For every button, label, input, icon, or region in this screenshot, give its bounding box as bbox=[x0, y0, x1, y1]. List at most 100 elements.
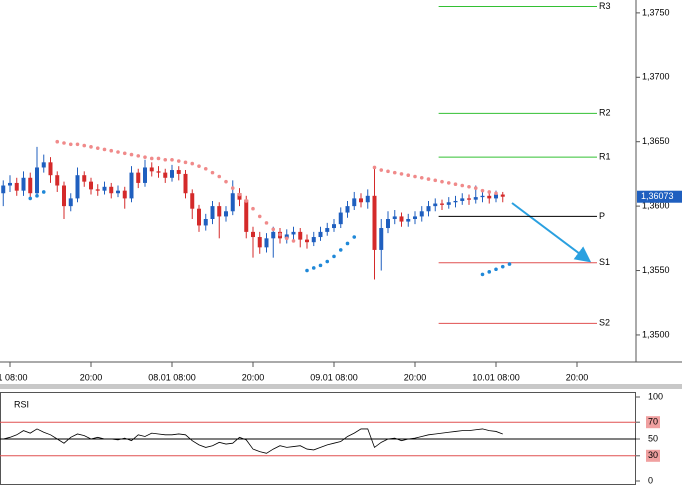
candle-body bbox=[1, 185, 6, 194]
sar-dot bbox=[433, 178, 438, 183]
sar-dot bbox=[480, 272, 485, 277]
sar-dot bbox=[399, 172, 404, 176]
sar-dot bbox=[82, 143, 87, 148]
candle-body bbox=[14, 182, 19, 191]
candle-body bbox=[244, 199, 249, 232]
candle-body bbox=[28, 177, 33, 194]
sar-dot bbox=[460, 183, 465, 188]
sar-dot bbox=[230, 186, 235, 190]
candle-body bbox=[399, 216, 404, 222]
candle-body bbox=[338, 212, 343, 225]
sar-dot bbox=[28, 196, 33, 201]
rsi-line bbox=[3, 428, 503, 454]
sar-dot bbox=[500, 264, 505, 269]
panel-separator bbox=[0, 384, 682, 389]
y-tick-label: 1,3550 bbox=[642, 265, 670, 275]
sar-dot bbox=[163, 157, 168, 162]
sar-dot bbox=[325, 259, 330, 264]
sar-dot bbox=[494, 267, 498, 272]
candle-body bbox=[170, 170, 174, 178]
candle-body bbox=[365, 195, 370, 203]
sar-dot bbox=[352, 235, 357, 239]
y-tick-label: 50 bbox=[648, 433, 658, 443]
sar-dot bbox=[473, 186, 478, 190]
sar-dot bbox=[62, 141, 66, 145]
candle-body bbox=[143, 167, 147, 183]
candle-body bbox=[8, 182, 12, 186]
candle-body bbox=[372, 195, 377, 250]
candle-body bbox=[116, 190, 120, 194]
candle-body bbox=[257, 237, 262, 248]
candle-body bbox=[197, 208, 201, 226]
sar-dot bbox=[136, 154, 141, 158]
candle-body bbox=[433, 203, 438, 207]
y-tick-label: 1,3700 bbox=[642, 72, 670, 82]
candle-body bbox=[440, 203, 444, 205]
sar-dot bbox=[440, 179, 444, 184]
candle-body bbox=[224, 211, 228, 217]
candle-body bbox=[230, 193, 235, 212]
candle-body bbox=[386, 219, 390, 229]
tick-label-box bbox=[646, 449, 660, 462]
sar-dot bbox=[203, 166, 208, 171]
pivot-label: S1 bbox=[599, 257, 610, 267]
candle-body bbox=[21, 177, 26, 191]
sar-dot bbox=[41, 190, 46, 194]
sar-dot bbox=[122, 151, 127, 156]
sar-dot bbox=[143, 155, 147, 159]
sar-dot bbox=[237, 192, 242, 197]
candle-body bbox=[460, 198, 465, 201]
candle-body bbox=[41, 162, 46, 168]
sar-dot bbox=[102, 147, 107, 152]
last-price-box bbox=[637, 190, 682, 203]
sar-dot bbox=[487, 190, 492, 194]
sar-dot bbox=[338, 248, 343, 252]
candle-body bbox=[203, 219, 208, 226]
candle-body bbox=[68, 198, 73, 207]
candle-body bbox=[75, 175, 80, 199]
candle-body bbox=[210, 206, 215, 220]
sar-dot bbox=[332, 254, 336, 259]
forecast-arrow bbox=[511, 202, 592, 263]
sar-dot bbox=[149, 156, 154, 161]
x-tick-label: 10.01 08:00 bbox=[472, 372, 520, 382]
sar-dot bbox=[507, 262, 512, 266]
candle-body bbox=[291, 231, 296, 235]
sar-dot bbox=[95, 146, 100, 150]
pivot-label: R2 bbox=[599, 108, 611, 118]
candle-body bbox=[473, 197, 478, 200]
sar-dot bbox=[183, 160, 188, 165]
sar-dot bbox=[55, 139, 60, 144]
sar-dot bbox=[311, 266, 316, 270]
sar-dot bbox=[453, 182, 458, 187]
sar-dot bbox=[129, 152, 134, 157]
pivot-label: R3 bbox=[599, 1, 611, 11]
y-tick-label: 0 bbox=[648, 475, 653, 485]
sar-dot bbox=[392, 170, 397, 175]
sar-dot bbox=[345, 241, 350, 246]
x-tick-label: 01 08:00 bbox=[0, 372, 28, 382]
candle-body bbox=[453, 200, 458, 203]
candle-body bbox=[446, 202, 451, 205]
y-tick-label: 1,3600 bbox=[642, 200, 670, 210]
sar-dot bbox=[156, 156, 161, 161]
sar-dot bbox=[419, 175, 424, 180]
y-tick-label: 30 bbox=[648, 450, 658, 460]
candle-body bbox=[419, 211, 424, 217]
candle-body bbox=[35, 167, 39, 194]
sar-dot bbox=[257, 214, 262, 219]
sar-dot bbox=[190, 161, 195, 166]
candle-body bbox=[318, 231, 323, 238]
candle-body bbox=[89, 181, 93, 190]
sar-dot bbox=[291, 239, 296, 243]
candle-body bbox=[109, 186, 114, 194]
sar-dot bbox=[318, 263, 323, 268]
sar-dot bbox=[109, 148, 114, 153]
candle-body bbox=[264, 238, 269, 248]
y-tick-label: 1,3650 bbox=[642, 136, 670, 146]
candle-body bbox=[487, 195, 492, 199]
candle-body bbox=[48, 162, 53, 176]
